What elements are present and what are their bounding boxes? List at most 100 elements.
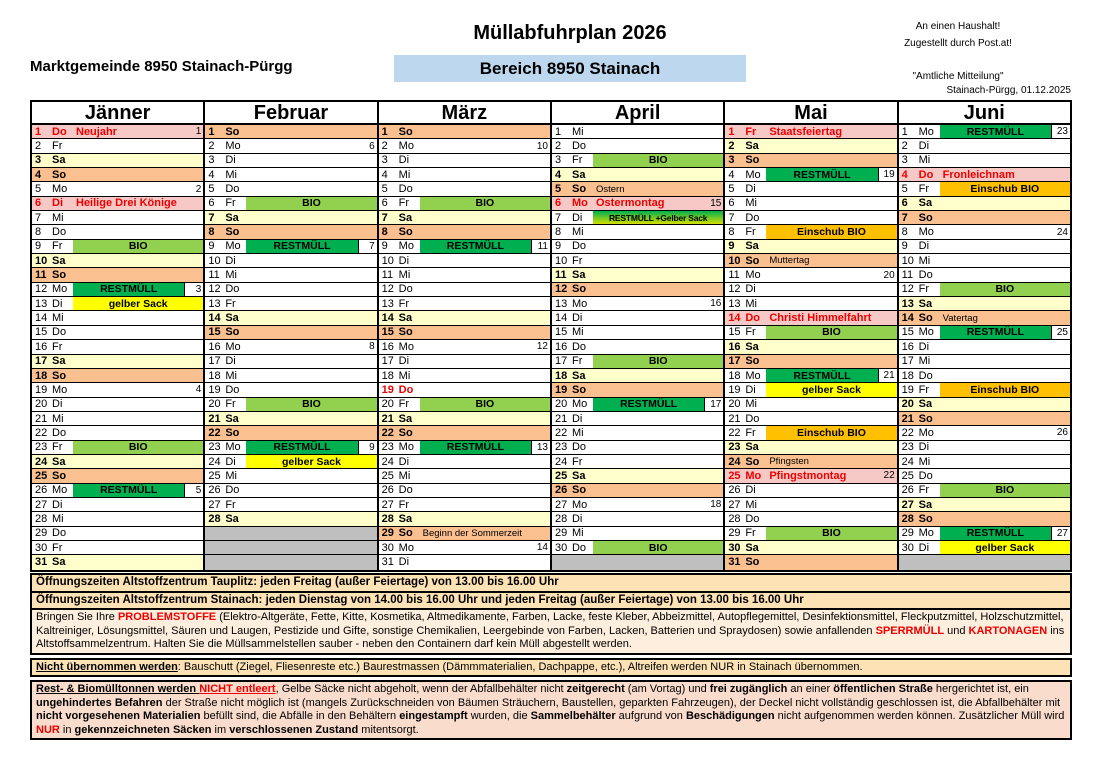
weekday-abbrev: Fr <box>225 498 236 511</box>
day-number: 4 <box>35 168 42 181</box>
day-content: BIO <box>766 526 897 540</box>
note-text: PROBLEMSTOFFE <box>117 611 217 623</box>
note-text: hergerichtet ist, ein <box>932 683 1029 695</box>
day-number: 18 <box>381 369 394 382</box>
weekday-abbrev: Sa <box>571 269 586 282</box>
area-banner: Bereich 8950 Stainach <box>394 55 746 82</box>
day-row: 28 Sa <box>378 512 550 527</box>
day-row: 28 So <box>898 512 1070 527</box>
day-content <box>940 412 1070 425</box>
day-number: 2 <box>728 140 735 153</box>
weekday-abbrev: Fr <box>398 297 410 310</box>
holiday-label: Ostermontag <box>595 197 665 210</box>
day-number: 3 <box>728 154 735 167</box>
day-number: 31 <box>728 556 741 569</box>
weekday-abbrev: Mi <box>918 455 931 468</box>
day-row: 3 Di <box>205 153 377 169</box>
weekday-abbrev: Do <box>225 283 240 296</box>
day-number: 14 <box>554 312 568 325</box>
day-number: 23 <box>35 441 48 454</box>
day-content <box>420 211 550 224</box>
waste-band-rest: RESTMÜLL <box>419 440 531 454</box>
weekday-abbrev: Do <box>745 512 760 525</box>
day-content <box>766 484 896 497</box>
day-content <box>246 484 376 497</box>
weekday-abbrev: Do <box>398 383 414 396</box>
note-text: wurden, die <box>467 710 531 722</box>
day-content <box>420 412 550 425</box>
waste-band-gelb: gelber Sack <box>939 540 1070 555</box>
day-row: 4 So <box>32 168 204 183</box>
day-content <box>246 498 376 511</box>
day-row: 15 Do <box>32 325 204 341</box>
day-row: 8 Mo 24 <box>898 225 1070 240</box>
day-content: Einschub BIO <box>939 383 1070 397</box>
note-text: frei zugänglich <box>709 683 788 695</box>
day-content <box>73 326 203 339</box>
day-content: RESTMÜLL <box>73 483 185 497</box>
day-row: 18 Sa <box>551 368 724 384</box>
weekday-abbrev: So <box>225 226 240 239</box>
weekday-abbrev: So <box>745 254 760 267</box>
day-content <box>246 355 376 368</box>
day-number: 9 <box>554 240 562 253</box>
weekday-abbrev: Mi <box>52 312 64 325</box>
weekday-abbrev: So <box>571 484 587 497</box>
weekday-abbrev: Mo <box>398 441 414 454</box>
day-number: 8 <box>901 226 908 239</box>
day-row: 25 Mo Pfingstmontag 22 <box>725 469 897 484</box>
day-row: 16 Do <box>551 340 724 355</box>
day-row: 17 Mi <box>898 354 1070 369</box>
day-row: 29 Do <box>32 526 204 541</box>
weekday-abbrev: Mi <box>52 412 64 425</box>
weekday-abbrev: Do <box>745 412 760 425</box>
week-number: 7 <box>357 239 377 254</box>
day-number: 9 <box>35 240 42 253</box>
day-row: 14 Do Christi Himmelfahrt <box>725 311 897 326</box>
day-row: 5 Di <box>725 182 897 197</box>
day-number: 20 <box>381 398 394 411</box>
day-row: 24 Mi <box>898 454 1070 470</box>
note-text: öffentlichen Straße <box>833 683 933 695</box>
weekday-abbrev: Do <box>52 527 67 540</box>
week-number: 22 <box>883 470 895 482</box>
note-text: , Gelbe Säcke nicht abgeholt, wenn der A… <box>275 683 567 695</box>
weekday-abbrev: Di <box>225 154 236 167</box>
day-number: 26 <box>901 484 914 497</box>
day-row: 23 Mo RESTMÜLL 9 <box>205 440 377 455</box>
day-row: 18 Mo RESTMÜLL 21 <box>725 368 897 384</box>
weekday-abbrev: So <box>918 512 933 525</box>
day-row: 20 Fr BIO <box>378 397 550 412</box>
day-content <box>73 355 203 368</box>
note-text: in <box>59 723 75 736</box>
day-row: 14 Mi <box>32 311 204 326</box>
note-text: gekennzeichneten Säcken <box>74 723 212 736</box>
day-number: 21 <box>35 412 48 425</box>
day-content <box>940 154 1070 167</box>
weekday-abbrev: So <box>52 168 67 181</box>
day-content <box>420 168 550 181</box>
day-row: 10 So Muttertag <box>725 254 897 269</box>
day-row: 18 Mi <box>378 368 550 384</box>
day-row: 24 Di <box>378 454 550 470</box>
day-number: 25 <box>381 469 394 482</box>
day-row: 10 Fr <box>551 254 724 269</box>
day-row: 30 Sa <box>725 540 897 556</box>
day-number: 10 <box>901 254 914 267</box>
day-number: 14 <box>208 312 221 325</box>
day-row: 30 Mo 14 <box>378 540 550 556</box>
day-row: 26 Di <box>725 483 897 498</box>
day-number: 12 <box>208 283 221 296</box>
day-row: 16 Di <box>898 340 1070 355</box>
day-row: 20 Fr BIO <box>205 397 377 412</box>
day-number: 18 <box>35 369 48 382</box>
waste-band-rest: RESTMÜLL <box>939 325 1051 340</box>
day-content <box>246 297 376 310</box>
weekday-abbrev: Do <box>918 369 933 382</box>
empty-filler-cell <box>205 555 377 570</box>
note-text: befüllt sind, die Abfälle in den Behälte… <box>200 710 400 722</box>
weekday-abbrev: Do <box>571 340 587 353</box>
day-row: 9 Mo RESTMÜLL 7 <box>205 239 377 255</box>
week-number: 16 <box>710 298 722 310</box>
problem-materials-note: Bringen Sie Ihre PROBLEMSTOFFE (Elektro-… <box>30 608 1072 655</box>
